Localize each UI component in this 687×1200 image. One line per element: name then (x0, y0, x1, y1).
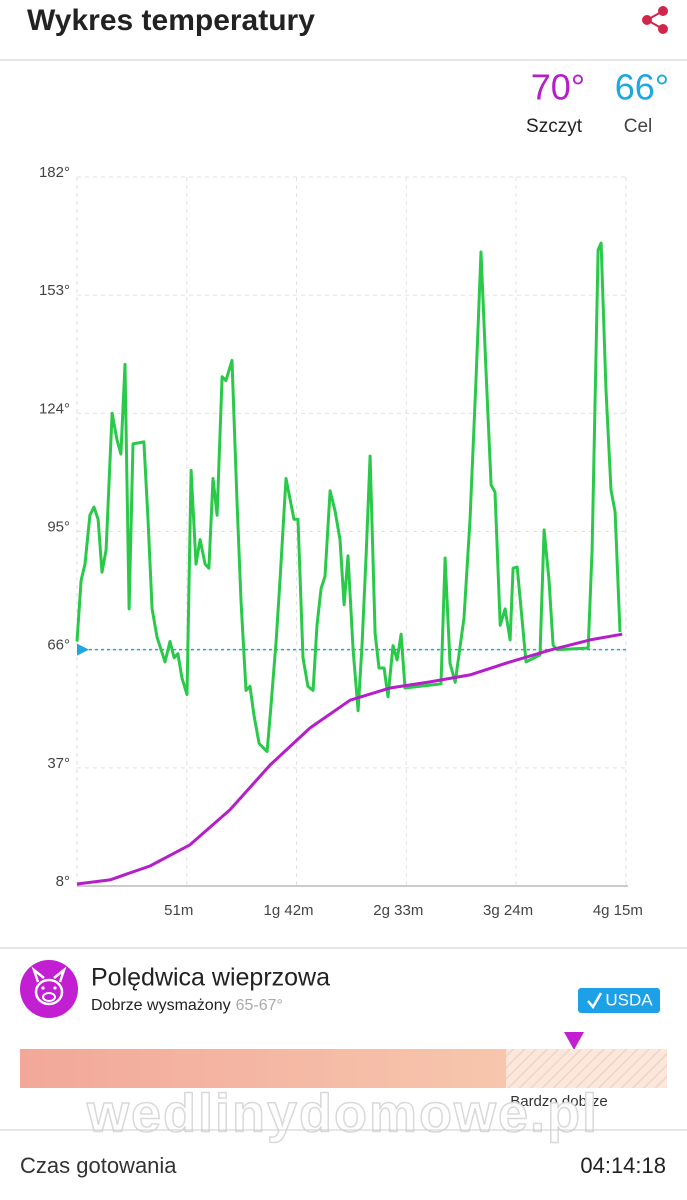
chart: 8° 37° 66° 95° 124° 153° 182° 51m 1g 42m 2g 33m 3g… (39, 164, 643, 919)
x-tick-label: 2g 33m (373, 902, 423, 919)
doneness-zone (20, 1049, 506, 1088)
series-line (76, 632, 623, 886)
usda-badge[interactable]: USDA (578, 988, 660, 1013)
peak-label: Szczyt (526, 116, 583, 137)
doneness-zone-next (506, 1049, 667, 1088)
position-marker (564, 1032, 584, 1050)
page-title: Wykres temperatury (27, 4, 315, 37)
y-tick-label: 8° (56, 873, 70, 890)
x-tick-label: 51m (164, 902, 193, 919)
y-tick-label: 37° (47, 755, 70, 772)
zone-label: Bardzo dobrze (510, 1093, 608, 1110)
y-tick-label: 153° (39, 282, 70, 299)
x-tick-label: 3g 24m (483, 902, 533, 919)
target-marker (77, 643, 89, 656)
x-tick-label: 1g 42m (264, 902, 314, 919)
temp-range: 65-67° (236, 997, 283, 1014)
y-tick-label: 66° (47, 637, 70, 654)
y-tick-label: 124° (39, 400, 70, 417)
peak-value: 70° (531, 67, 585, 108)
series-line (75, 241, 622, 753)
product-doneness: Dobrze wysmażony 65-67° (91, 997, 283, 1014)
x-tick-label: 4g 15m (593, 902, 643, 919)
watermark: wedlinydomowe.pl (86, 1083, 599, 1143)
pig-icon (20, 960, 78, 1018)
target-value: 66° (615, 67, 669, 108)
target-label: Cel (624, 116, 653, 137)
y-tick-label: 182° (39, 164, 70, 181)
doneness: Dobrze wysmażony (91, 997, 231, 1014)
share-button[interactable] (642, 6, 668, 34)
cook-time: 04:14:18 (580, 1153, 666, 1178)
badge-text: USDA (605, 990, 653, 1009)
y-tick-label: 95° (47, 518, 70, 535)
footer-label: Czas gotowania (20, 1153, 177, 1178)
product-name: Polędwica wieprzowa (91, 964, 330, 992)
